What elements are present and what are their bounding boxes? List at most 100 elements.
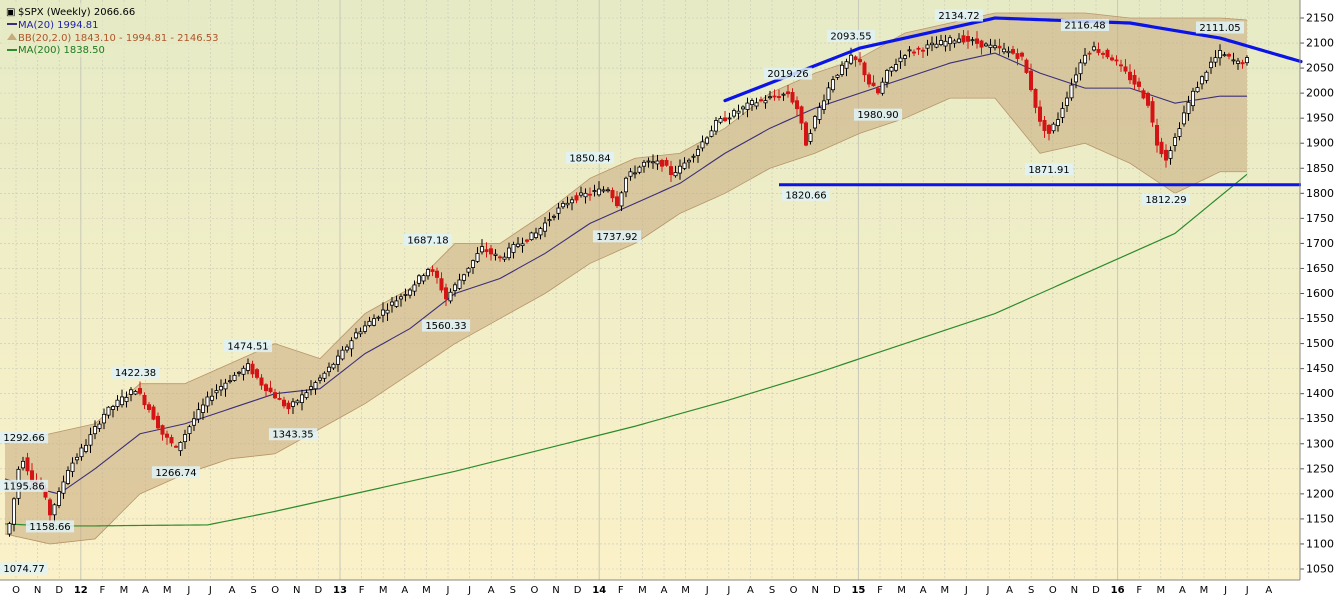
candle-body bbox=[142, 394, 147, 406]
y-tick-label: 1200 bbox=[1306, 487, 1334, 500]
candle-body bbox=[416, 275, 421, 284]
candle-body bbox=[1128, 71, 1133, 81]
candle-body bbox=[975, 38, 980, 44]
candle-body bbox=[7, 523, 12, 535]
candle-body bbox=[867, 74, 872, 85]
resistance-arc bbox=[723, 16, 1303, 103]
candle-body bbox=[385, 309, 390, 314]
candle-body bbox=[678, 165, 683, 174]
x-tick-label: F bbox=[1136, 585, 1142, 596]
price-label-box bbox=[763, 67, 813, 80]
candle-body bbox=[475, 253, 480, 262]
price-label: 2111.05 bbox=[1199, 23, 1240, 34]
candle-body bbox=[912, 51, 917, 54]
candle-body bbox=[452, 284, 457, 291]
candle-body bbox=[637, 166, 642, 173]
candle-body bbox=[1173, 137, 1178, 146]
price-label: 1422.38 bbox=[115, 368, 156, 379]
candle-body bbox=[543, 222, 548, 232]
y-tick-label: 1700 bbox=[1306, 237, 1334, 250]
y-tick-label: 1050 bbox=[1306, 563, 1334, 576]
candle-body bbox=[169, 437, 174, 444]
x-tick-label: M bbox=[379, 585, 388, 596]
candle-body bbox=[1042, 120, 1047, 131]
candle-body bbox=[120, 396, 125, 406]
price-label-box bbox=[0, 431, 49, 444]
y-tick-label: 1950 bbox=[1306, 112, 1334, 125]
price-label-box bbox=[1141, 193, 1191, 206]
candle-body bbox=[682, 162, 687, 169]
candle-body bbox=[651, 161, 656, 164]
candle-body bbox=[970, 39, 975, 42]
candle-body bbox=[862, 62, 867, 76]
candle-body bbox=[943, 40, 948, 47]
candle-body bbox=[1047, 124, 1052, 134]
candle-body bbox=[209, 395, 214, 401]
candle-body bbox=[714, 120, 719, 132]
candle-body bbox=[61, 481, 66, 494]
x-tick-label: F bbox=[359, 585, 365, 596]
candle-body bbox=[633, 172, 638, 175]
candle-body bbox=[1110, 57, 1115, 61]
candle-body bbox=[876, 88, 881, 94]
candle-body bbox=[52, 504, 57, 516]
candle-body bbox=[277, 398, 282, 400]
legend-ma200: MA(200) 1838.50 bbox=[18, 45, 105, 56]
candle-body bbox=[1186, 101, 1191, 114]
x-tick-label: A bbox=[229, 585, 236, 596]
moving-averages bbox=[4, 52, 1248, 527]
candle-body bbox=[520, 243, 525, 247]
candle-body bbox=[705, 137, 710, 144]
candle-body bbox=[696, 148, 701, 156]
candle-body bbox=[1105, 49, 1110, 58]
candle-body bbox=[889, 67, 894, 72]
x-tick-label: D bbox=[315, 585, 323, 596]
candle-body bbox=[961, 35, 966, 43]
candle-body bbox=[358, 331, 363, 335]
candle-body bbox=[1218, 50, 1223, 59]
candle-body bbox=[709, 130, 714, 137]
x-tick-label: N bbox=[293, 585, 300, 596]
candle-body bbox=[1155, 125, 1160, 146]
candle-body bbox=[916, 47, 921, 50]
y-tick-label: 2100 bbox=[1306, 37, 1334, 50]
x-tick-label: N bbox=[1071, 585, 1078, 596]
candle-body bbox=[1024, 59, 1029, 73]
candle-body bbox=[984, 43, 989, 47]
price-label-box bbox=[151, 466, 201, 479]
candle-body bbox=[160, 425, 165, 435]
x-tick-label: M bbox=[940, 585, 949, 596]
candle-body bbox=[1114, 59, 1119, 62]
candle-body bbox=[952, 40, 957, 44]
candle-body bbox=[1209, 61, 1214, 69]
candle-body bbox=[340, 349, 345, 360]
price-label-box bbox=[111, 366, 160, 379]
x-tick-label: J bbox=[186, 585, 190, 596]
candle-body bbox=[804, 122, 809, 146]
x-tick-label: J bbox=[1245, 585, 1249, 596]
candle-body bbox=[223, 382, 228, 390]
candle-body bbox=[934, 43, 939, 48]
candle-body bbox=[1146, 92, 1151, 106]
trendlines bbox=[723, 16, 1303, 187]
legend-ma20-swatch bbox=[7, 23, 17, 25]
y-tick-label: 2150 bbox=[1306, 12, 1334, 25]
candle-body bbox=[128, 389, 133, 395]
candle-body bbox=[741, 106, 746, 110]
y-axis: 1050 1100 1150 1200 1250 1300 1350 1400 1450 1500… bbox=[1300, 12, 1334, 576]
price-label: 2019.26 bbox=[767, 69, 808, 80]
bollinger-band-fill bbox=[5, 12, 1247, 544]
candle-body bbox=[858, 59, 863, 63]
candle-body bbox=[930, 42, 935, 46]
candle-body bbox=[1092, 46, 1097, 51]
candle-body bbox=[1200, 76, 1205, 85]
y-tick-label: 1500 bbox=[1306, 337, 1334, 350]
price-label-box bbox=[0, 479, 49, 492]
candle-body bbox=[1227, 53, 1232, 57]
candle-body bbox=[610, 190, 615, 199]
candle-body bbox=[921, 49, 926, 52]
price-label: 1158.66 bbox=[29, 522, 70, 533]
candle-body bbox=[772, 95, 777, 98]
price-label-box bbox=[826, 30, 876, 43]
candle-body bbox=[1087, 52, 1092, 55]
